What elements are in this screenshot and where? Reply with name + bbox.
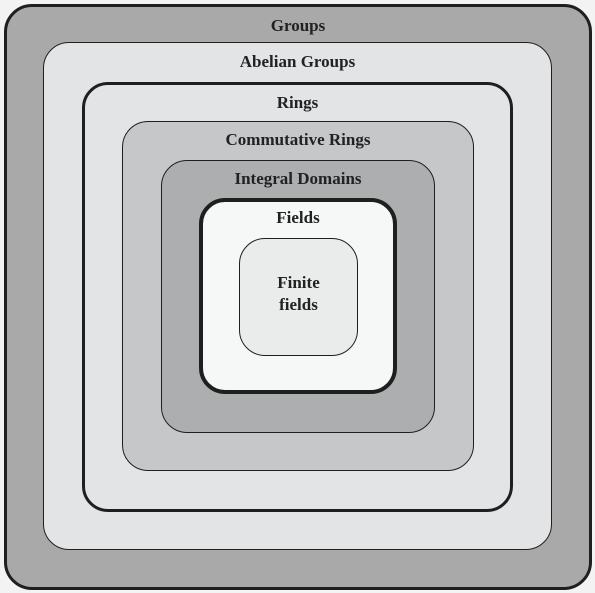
groups-label: Groups [270, 16, 326, 35]
commutative-rings-label: Commutative Rings [225, 130, 371, 149]
integral-domains-label: Integral Domains [234, 169, 362, 188]
rings-label: Rings [276, 93, 319, 112]
abelian-groups-label: Abelian Groups [239, 52, 356, 71]
finite-fields-box: Finite fields [239, 238, 358, 356]
finite-fields-label: Finite fields [277, 273, 320, 314]
fields-label: Fields [276, 208, 320, 227]
